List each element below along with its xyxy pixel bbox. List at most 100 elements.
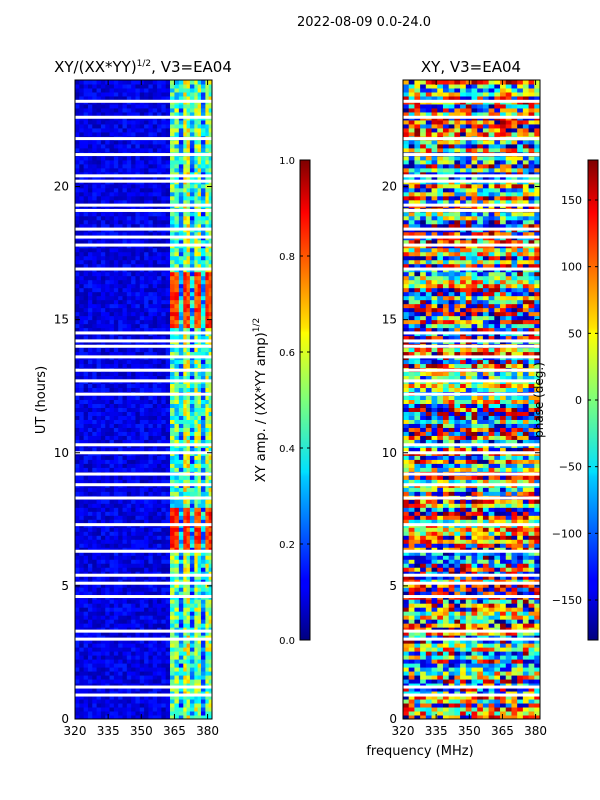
heatmap-cell bbox=[122, 643, 128, 648]
heatmap-cell bbox=[170, 175, 175, 181]
heatmap-cell bbox=[189, 583, 195, 588]
heatmap-cell bbox=[174, 647, 180, 652]
heatmap-cell bbox=[105, 567, 111, 572]
heatmap-cell bbox=[186, 599, 191, 604]
heatmap-cell bbox=[79, 627, 85, 632]
heatmap-cell bbox=[194, 683, 199, 688]
heatmap-cell bbox=[148, 407, 154, 412]
heatmap-cell bbox=[144, 707, 149, 712]
heatmap-cell bbox=[161, 575, 167, 580]
heatmap-cell bbox=[157, 607, 162, 612]
heatmap-cell bbox=[178, 311, 184, 317]
heatmap-cell bbox=[122, 155, 128, 161]
heatmap-cell bbox=[100, 383, 106, 389]
heatmap-cell bbox=[126, 159, 132, 165]
heatmap-cell bbox=[194, 459, 199, 464]
heatmap-cell bbox=[205, 223, 210, 229]
heatmap-cell bbox=[200, 551, 206, 556]
heatmap-cell bbox=[87, 291, 93, 297]
heatmap-cell bbox=[144, 139, 149, 145]
heatmap-cell bbox=[96, 659, 102, 664]
heatmap-cell bbox=[148, 487, 154, 492]
heatmap-cell bbox=[135, 415, 141, 420]
heatmap-cell bbox=[174, 547, 180, 552]
heatmap-cell bbox=[122, 131, 128, 137]
heatmap-cell bbox=[135, 583, 141, 588]
heatmap-cell bbox=[144, 351, 149, 357]
heatmap-cell bbox=[200, 611, 206, 616]
heatmap-cell bbox=[186, 651, 191, 656]
heatmap-cell bbox=[178, 279, 184, 285]
heatmap-cell bbox=[118, 247, 124, 253]
heatmap-cell bbox=[92, 599, 98, 604]
heatmap-cell bbox=[109, 287, 115, 293]
heatmap-cell bbox=[144, 643, 149, 648]
heatmap-cell bbox=[126, 247, 132, 253]
heatmap-cell bbox=[161, 551, 167, 556]
heatmap-cell bbox=[174, 327, 180, 333]
heatmap-cell bbox=[178, 691, 184, 696]
heatmap-cell bbox=[178, 303, 184, 309]
heatmap-cell bbox=[135, 215, 141, 221]
heatmap-cell bbox=[174, 699, 180, 704]
heatmap-cell bbox=[152, 647, 158, 652]
heatmap-cell bbox=[105, 147, 111, 153]
heatmap-cell bbox=[105, 619, 111, 624]
heatmap-cell bbox=[205, 487, 210, 492]
heatmap-cell bbox=[122, 395, 128, 400]
heatmap-cell bbox=[170, 571, 175, 576]
heatmap-cell bbox=[152, 619, 158, 624]
heatmap-cell bbox=[197, 639, 202, 644]
heatmap-cell bbox=[105, 435, 111, 440]
heatmap-cell bbox=[183, 127, 188, 133]
heatmap-cell bbox=[197, 551, 202, 556]
heatmap-cell bbox=[157, 699, 162, 704]
heatmap-cell bbox=[174, 395, 180, 400]
heatmap-cell bbox=[96, 215, 102, 221]
heatmap-cell bbox=[165, 611, 171, 616]
heatmap-cell bbox=[174, 219, 180, 225]
heatmap-cell bbox=[165, 287, 171, 293]
heatmap-cell bbox=[148, 539, 154, 544]
heatmap-cell bbox=[100, 663, 106, 668]
heatmap-cell bbox=[113, 663, 119, 668]
heatmap-cell bbox=[178, 403, 184, 408]
heatmap-cell bbox=[92, 639, 98, 644]
heatmap-cell bbox=[113, 247, 119, 253]
heatmap-cell bbox=[109, 423, 115, 428]
heatmap-cell bbox=[79, 463, 85, 468]
heatmap-cell bbox=[100, 667, 106, 672]
heatmap-cell bbox=[79, 359, 85, 365]
heatmap-cell bbox=[144, 143, 149, 149]
heatmap-cell bbox=[126, 591, 132, 596]
heatmap-cell bbox=[152, 303, 158, 309]
heatmap-cell bbox=[200, 307, 206, 313]
heatmap-cell bbox=[144, 383, 149, 389]
heatmap-cell bbox=[109, 163, 115, 169]
heatmap-cell bbox=[100, 579, 106, 584]
heatmap-cell bbox=[83, 187, 89, 193]
heatmap-cell bbox=[183, 403, 188, 408]
heatmap-cell bbox=[161, 431, 167, 436]
heatmap-cell bbox=[183, 487, 188, 492]
heatmap-cell bbox=[135, 255, 141, 261]
heatmap-cell bbox=[165, 687, 171, 692]
heatmap-cell bbox=[131, 295, 136, 301]
heatmap-cell bbox=[100, 307, 106, 313]
heatmap-cell bbox=[131, 563, 136, 568]
heatmap-cell bbox=[126, 647, 132, 652]
heatmap-cell bbox=[92, 419, 98, 424]
heatmap-cell bbox=[113, 543, 119, 548]
heatmap-cell bbox=[131, 511, 136, 516]
heatmap-cell bbox=[208, 131, 212, 137]
heatmap-cell bbox=[100, 415, 106, 420]
heatmap-cell bbox=[174, 255, 180, 261]
heatmap-cell bbox=[205, 659, 210, 664]
heatmap-cell bbox=[87, 359, 93, 365]
heatmap-cell bbox=[189, 707, 195, 712]
heatmap-cell bbox=[144, 215, 149, 221]
heatmap-cell bbox=[118, 323, 124, 329]
heatmap-cell bbox=[189, 311, 195, 317]
heatmap-cell bbox=[87, 603, 93, 608]
heatmap-cell bbox=[135, 563, 141, 568]
